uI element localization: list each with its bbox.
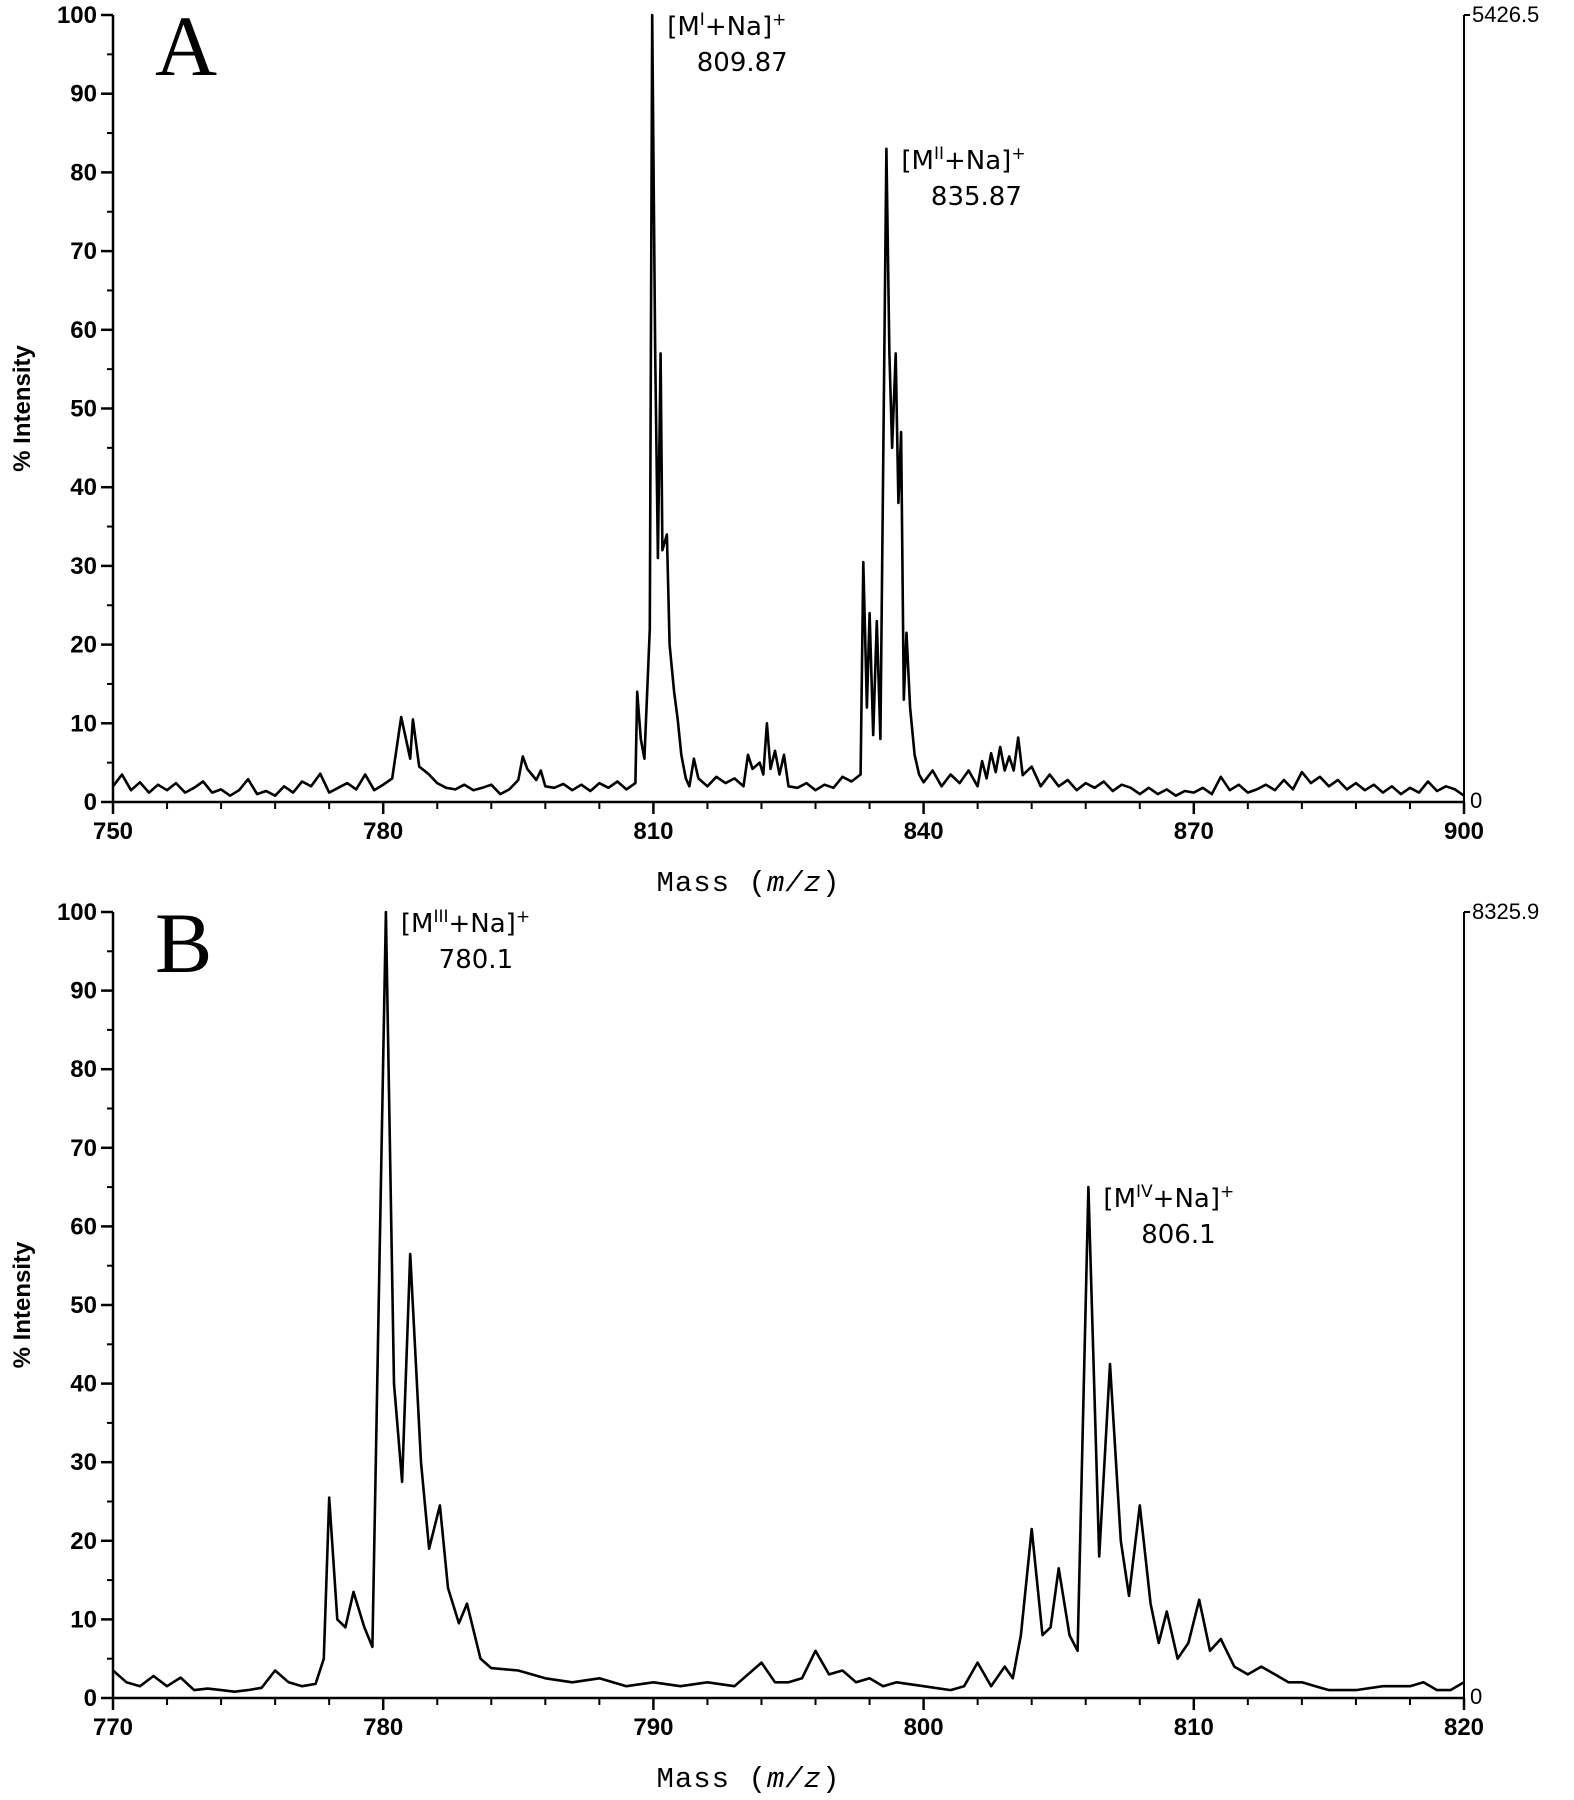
spectrum-line-0: [112, 910, 1465, 1693]
y-tick-label: 90: [70, 978, 97, 1005]
peak-annotation-miv: [MIV+Na]+: [1103, 1182, 1234, 1214]
right-axis-min-label: 0: [1470, 788, 1482, 813]
y-tick-label: 80: [70, 159, 97, 186]
x-tick-label: 900: [1444, 818, 1484, 845]
peak-annotation-mii: [MII+Na]+: [901, 144, 1025, 176]
peak-value-mii: 835.87: [931, 182, 1022, 212]
right-axis-max-label: 5426.5: [1472, 2, 1539, 27]
y-tick-label: 30: [70, 553, 97, 580]
y-tick-label: 10: [70, 710, 97, 737]
x-tick-label: 870: [1174, 818, 1214, 845]
y-tick-label: 100: [57, 2, 97, 29]
y-tick-label: 60: [70, 317, 97, 344]
x-tick-label: 770: [93, 1714, 133, 1741]
x-tick-label: 780: [363, 818, 403, 845]
x-tick-label: 810: [633, 818, 673, 845]
x-tick-label: 820: [1444, 1714, 1484, 1741]
right-axis-max-label: 8325.9: [1472, 899, 1539, 924]
y-tick-label: 50: [70, 396, 97, 423]
y-tick-label: 0: [84, 789, 97, 816]
y-tick-label: 30: [70, 1449, 97, 1476]
y-tick-label: 100: [57, 899, 97, 926]
y-tick-label: 80: [70, 1056, 97, 1083]
y-tick-label: 40: [70, 1371, 97, 1398]
y-tick-label: 40: [70, 474, 97, 501]
y-axis-label: % Intensity: [9, 1241, 36, 1368]
chart-panel-a: 0 10 20 30 40 50 60 70 80 90 100 750 780 810 840 870 900…: [9, 0, 1539, 900]
x-tick-label: 810: [1174, 1714, 1214, 1741]
x-tick-label: 750: [93, 818, 133, 845]
x-tick-label: 790: [633, 1714, 673, 1741]
peak-annotation-miii: [MIII+Na]+: [401, 907, 530, 939]
y-tick-label: 10: [70, 1606, 97, 1633]
x-axis-label: Mass (m/z): [656, 1763, 840, 1796]
spectrum-line-0: [111, 13, 1465, 797]
y-tick-label: 20: [70, 632, 97, 659]
y-axis-label: % Intensity: [9, 345, 36, 472]
panel-label: A: [155, 0, 217, 94]
x-tick-label: 780: [363, 1714, 403, 1741]
y-tick-label: 70: [70, 238, 97, 265]
x-tick-label: 800: [904, 1714, 944, 1741]
right-axis-min-label: 0: [1470, 1684, 1482, 1709]
peak-annotation-mi: [MI+Na]+: [667, 10, 786, 42]
x-axis-label: Mass (m/z): [656, 867, 840, 900]
x-tick-label: 840: [904, 818, 944, 845]
y-tick-label: 50: [70, 1292, 97, 1319]
peak-value-miii: 780.1: [439, 945, 513, 975]
y-tick-label: 70: [70, 1135, 97, 1162]
y-tick-label: 90: [70, 81, 97, 108]
y-tick-label: 0: [84, 1685, 97, 1712]
y-tick-label: 60: [70, 1213, 97, 1240]
chart-panel-b: 0 10 20 30 40 50 60 70 80 90 100 770 780 790 800 810 820…: [9, 895, 1539, 1796]
peak-value-mi: 809.87: [697, 48, 788, 78]
peak-value-miv: 806.1: [1141, 1220, 1215, 1250]
y-tick-label: 20: [70, 1528, 97, 1555]
panel-label: B: [155, 895, 212, 991]
